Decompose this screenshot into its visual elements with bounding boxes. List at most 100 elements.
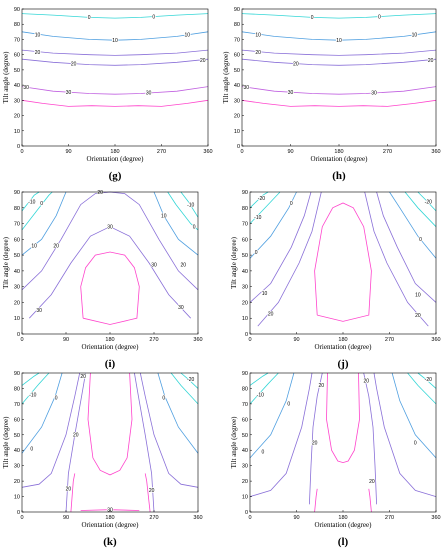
x-axis-label: Orientation (degree) xyxy=(311,155,369,163)
x-tick-label: 180 xyxy=(338,515,347,521)
y-tick-label: 60 xyxy=(14,53,20,59)
contour-label: 10 xyxy=(185,33,191,39)
y-tick-label: 90 xyxy=(14,7,20,13)
y-tick-label: 80 xyxy=(14,206,20,212)
contour-label: 10 xyxy=(415,292,421,298)
contour-line xyxy=(80,509,140,511)
plot-frame xyxy=(241,8,437,147)
contour-label: 0 xyxy=(40,201,43,207)
contour-label: 20 xyxy=(268,311,274,317)
y-tick-label: 90 xyxy=(14,190,20,196)
y-tick-label: 10 xyxy=(242,495,248,501)
y-tick-label: 30 xyxy=(242,464,248,470)
y-tick-label: 30 xyxy=(234,98,240,104)
x-tick-label: 0 xyxy=(20,515,23,521)
contour-line xyxy=(241,13,437,19)
x-axis-label: Orientation (degree) xyxy=(315,343,373,351)
contour-label: 20 xyxy=(181,262,187,268)
contour-line xyxy=(364,191,429,327)
contour-line xyxy=(368,488,372,513)
contour-label: 10 xyxy=(112,38,118,44)
x-tick-label: 0 xyxy=(248,337,251,343)
x-tick-label: 360 xyxy=(203,149,212,155)
y-tick-label: 0 xyxy=(245,510,248,516)
contour-line xyxy=(167,191,199,231)
contour-line xyxy=(249,372,269,386)
y-tick-label: 0 xyxy=(237,144,240,150)
contour-label: -10 xyxy=(29,392,36,398)
contour-line xyxy=(309,372,323,505)
y-tick-label: 50 xyxy=(14,68,20,74)
contour-label: 0 xyxy=(30,447,33,453)
y-tick-label: 80 xyxy=(242,206,248,212)
contour-line xyxy=(314,202,372,322)
x-axis-label: Orientation (degree) xyxy=(82,343,140,351)
contour-label: 20 xyxy=(319,383,325,389)
contour-line xyxy=(21,372,81,488)
x-axis-label: Orientation (degree) xyxy=(315,521,373,529)
contour-line xyxy=(21,31,209,41)
contour-line xyxy=(373,372,437,497)
x-tick-label: 270 xyxy=(385,515,394,521)
contour-label: 30 xyxy=(178,305,184,311)
contour-label: 20 xyxy=(364,379,370,385)
y-axis-label: Tilt angle (degree) xyxy=(230,236,238,289)
contour-line xyxy=(241,58,437,66)
y-tick-label: 30 xyxy=(14,464,20,470)
contour-label: 20 xyxy=(293,62,299,68)
y-tick-label: 10 xyxy=(14,129,20,135)
contour-line xyxy=(249,372,313,497)
y-tick-label: 40 xyxy=(14,269,20,275)
x-tick-label: 0 xyxy=(240,149,243,155)
contour-label: 30 xyxy=(36,308,42,314)
contour-line xyxy=(21,191,67,256)
y-tick-label: 50 xyxy=(242,433,248,439)
panel-label: (k) xyxy=(103,536,117,548)
y-tick-label: 0 xyxy=(17,332,20,338)
y-tick-label: 20 xyxy=(242,300,248,306)
contour-label: 0 xyxy=(262,450,265,456)
contour-label: -20 xyxy=(187,377,194,383)
contour-label: 20 xyxy=(73,433,79,439)
contour-line xyxy=(180,191,199,218)
y-tick-label: 10 xyxy=(14,316,20,322)
panel-label: (h) xyxy=(332,170,346,182)
contour-label: -10 xyxy=(254,215,261,221)
y-tick-label: 70 xyxy=(14,37,20,43)
y-tick-label: 60 xyxy=(242,237,248,243)
contour-label: 0 xyxy=(193,225,196,231)
contour-line xyxy=(241,49,437,56)
y-tick-label: 20 xyxy=(14,300,20,306)
contour-line xyxy=(241,31,437,41)
contour-line xyxy=(363,372,377,505)
contour-label: 20 xyxy=(97,190,103,196)
contour-line xyxy=(241,86,437,95)
contour-label: 0 xyxy=(55,396,58,402)
contour-line xyxy=(65,372,86,513)
y-axis-label: Tilt angle (degree) xyxy=(222,51,230,104)
contour-label: 20 xyxy=(149,488,155,494)
y-tick-label: 70 xyxy=(14,402,20,408)
contour-line xyxy=(70,473,76,513)
contour-line xyxy=(134,372,155,513)
contour-label: 30 xyxy=(146,91,152,97)
plot-frame xyxy=(21,191,199,335)
plot-frame xyxy=(21,8,209,147)
contour-label: 0 xyxy=(378,14,381,20)
contour-label: 0 xyxy=(290,201,293,207)
contour-line xyxy=(21,58,209,66)
contour-line xyxy=(391,372,437,459)
contour-line xyxy=(21,372,50,405)
panel-label: (l) xyxy=(338,536,349,548)
y-tick-label: 40 xyxy=(242,269,248,275)
contour-line xyxy=(87,372,133,476)
panel-label: (g) xyxy=(109,170,122,182)
y-tick-label: 30 xyxy=(242,285,248,291)
contour-label: -20 xyxy=(425,199,432,205)
y-tick-label: 60 xyxy=(14,417,20,423)
contour-line xyxy=(21,372,40,386)
contour-label: 20 xyxy=(71,62,77,68)
y-tick-label: 60 xyxy=(242,417,248,423)
contour-label: -10 xyxy=(28,199,35,205)
